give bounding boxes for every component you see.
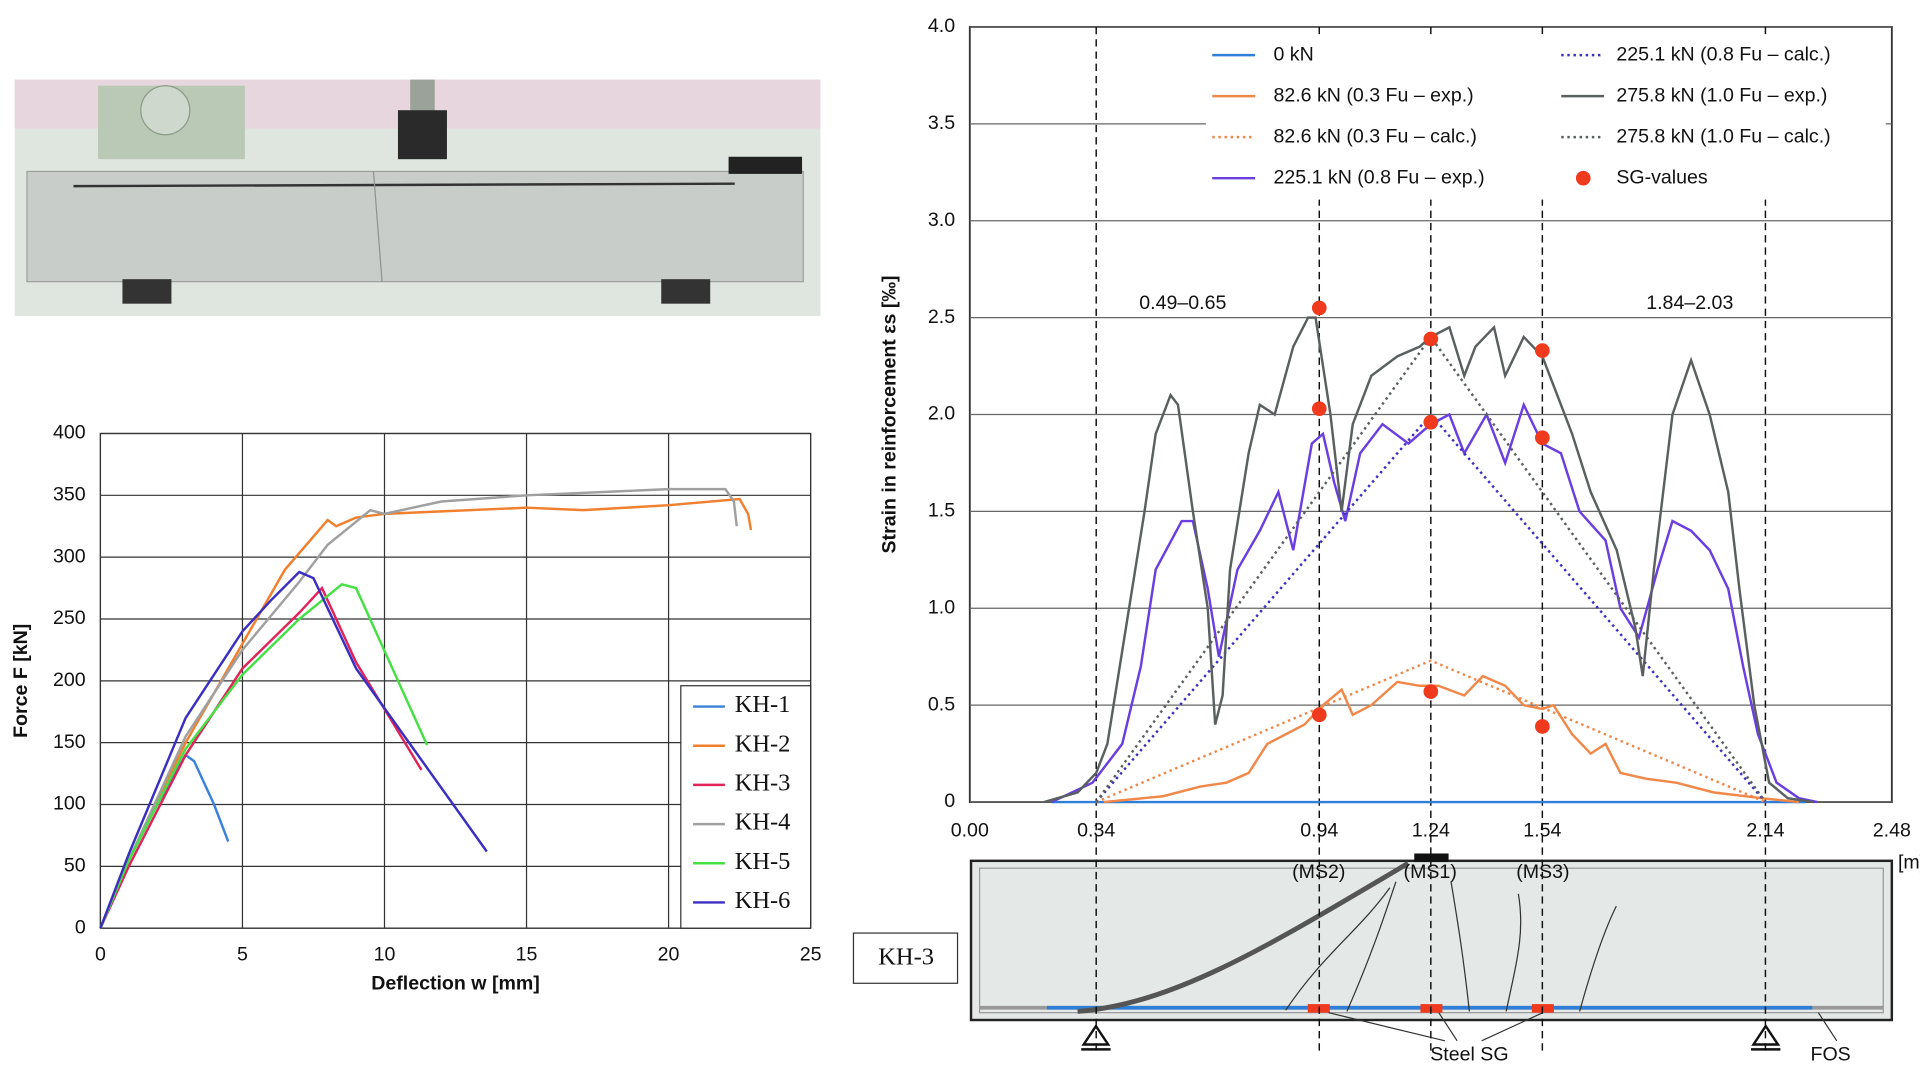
sg-point <box>1311 300 1327 316</box>
sg-point <box>1423 331 1439 347</box>
x-unit: [m] <box>1898 851 1920 873</box>
legend-label: KH-6 <box>735 887 791 914</box>
annotation: FOS <box>1810 1044 1850 1066</box>
x-tick-label: 1.24 <box>1412 820 1450 842</box>
y-tick-label: 4.0 <box>928 15 955 37</box>
y-tick-label: 100 <box>53 793 86 815</box>
series-line <box>99 487 738 929</box>
legend-label: SG-values <box>1616 166 1708 188</box>
x-axis-label: Deflection w [mm] <box>371 973 540 995</box>
sg-point <box>1311 707 1327 723</box>
y-tick-label: 1.0 <box>928 596 955 618</box>
y-tick-label: 0.5 <box>928 693 955 715</box>
legend-label: KH-2 <box>735 730 791 757</box>
sg-point <box>1311 401 1327 417</box>
legend-label: 275.8 kN (1.0 Fu – exp.) <box>1616 84 1827 106</box>
y-tick-label: 350 <box>53 483 86 505</box>
legend-label: 0 kN <box>1273 43 1313 65</box>
x-tick-label: 10 <box>374 943 396 965</box>
y-tick-label: 300 <box>53 545 86 567</box>
x-tick-label: 20 <box>658 943 680 965</box>
legend-label: KH-1 <box>735 691 791 718</box>
sg-point <box>1423 414 1439 430</box>
y-tick-label: 200 <box>53 669 86 691</box>
x-tick-label: 5 <box>237 943 248 965</box>
x-tick-label: 2.48 <box>1873 820 1911 842</box>
legend-label: 225.1 kN (0.8 Fu – calc.) <box>1616 43 1830 65</box>
y-tick-label: 1.5 <box>928 500 955 522</box>
photo <box>14 79 821 316</box>
y-axis-label: Strain in reinforcement εs [‰] <box>878 276 900 554</box>
series-line <box>1043 316 1814 804</box>
legend-label: KH-5 <box>735 848 791 875</box>
annotation: (MS3) <box>1516 861 1569 883</box>
x-tick-label: 0.34 <box>1077 820 1115 842</box>
y-tick-label: 3.5 <box>928 112 955 134</box>
series-line <box>99 570 488 929</box>
sg-point <box>1535 719 1550 734</box>
legend <box>1206 34 1886 200</box>
legend-label: 82.6 kN (0.3 Fu – calc.) <box>1273 125 1476 147</box>
annotation: 1.84–2.03 <box>1646 292 1733 314</box>
series-line <box>1095 334 1767 803</box>
y-tick-label: 2.0 <box>928 403 955 425</box>
series-line <box>99 585 423 929</box>
sg-point <box>1423 684 1439 699</box>
x-tick-label: 2.14 <box>1746 820 1784 842</box>
series-line <box>1095 659 1766 804</box>
annotation: (MS1) <box>1404 861 1457 883</box>
sg-point <box>1535 430 1550 446</box>
legend-label: KH-3 <box>735 770 791 797</box>
legend-label: 225.1 kN (0.8 Fu – exp.) <box>1273 166 1484 188</box>
y-tick-label: 250 <box>53 607 86 629</box>
legend <box>680 685 812 929</box>
annotation: 0.49–0.65 <box>1139 292 1226 314</box>
y-tick-label: 0 <box>75 916 86 938</box>
y-tick-label: 3.0 <box>928 209 955 231</box>
x-tick-label: 0.94 <box>1300 820 1338 842</box>
x-tick-label: 25 <box>800 943 822 965</box>
x-tick-label: 0.00 <box>951 820 989 842</box>
legend-swatch <box>1575 170 1591 186</box>
y-tick-label: 400 <box>53 422 86 444</box>
series-line <box>1103 674 1800 804</box>
y-tick-label: 0 <box>944 790 955 812</box>
x-tick-label: 0 <box>95 943 106 965</box>
y-tick-label: 2.5 <box>928 306 955 328</box>
series-line <box>1095 412 1767 803</box>
legend-label: KH-4 <box>735 809 791 836</box>
annotation: KH-3 <box>878 943 934 970</box>
annotation: (MS2) <box>1292 861 1345 883</box>
x-tick-label: 15 <box>516 943 538 965</box>
legend-label: 275.8 kN (1.0 Fu – calc.) <box>1616 125 1830 147</box>
y-tick-label: 50 <box>64 855 86 877</box>
annotation: Steel SG <box>1430 1044 1508 1066</box>
legend-label: 82.6 kN (0.3 Fu – exp.) <box>1273 84 1473 106</box>
x-tick-label: 1.54 <box>1523 820 1561 842</box>
y-tick-label: 150 <box>53 731 86 753</box>
y-axis-label: Force F [kN] <box>10 624 32 738</box>
series-line <box>99 583 429 929</box>
sg-point <box>1535 343 1550 358</box>
